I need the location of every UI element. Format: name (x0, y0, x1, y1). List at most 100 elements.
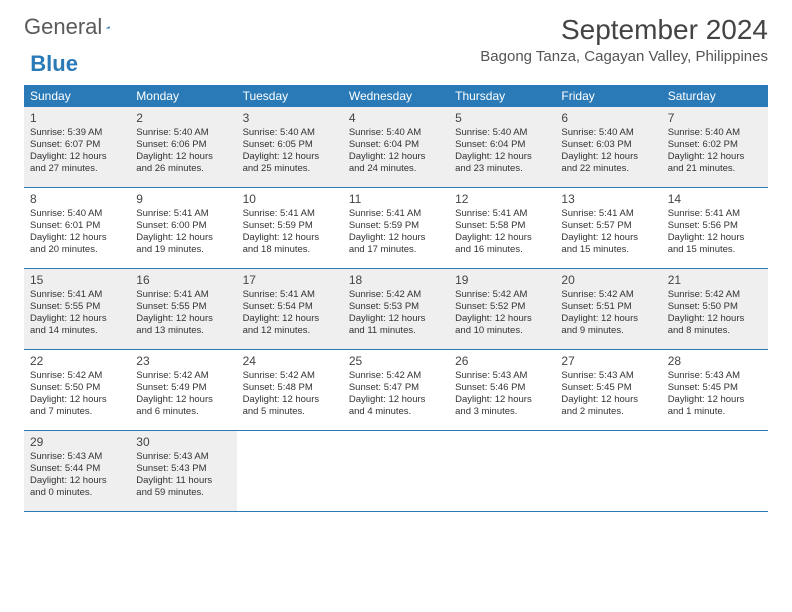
calendar-week: 1Sunrise: 5:39 AMSunset: 6:07 PMDaylight… (24, 107, 768, 188)
calendar-day (662, 431, 768, 511)
day-day1: Daylight: 12 hours (28, 151, 126, 163)
day-day2: and 19 minutes. (134, 244, 232, 256)
calendar-day: 28Sunrise: 5:43 AMSunset: 5:45 PMDayligh… (662, 350, 768, 430)
day-day2: and 20 minutes. (28, 244, 126, 256)
day-sunset: Sunset: 5:50 PM (666, 301, 764, 313)
day-number: 21 (666, 271, 764, 289)
day-day2: and 59 minutes. (134, 487, 232, 499)
day-sunset: Sunset: 5:48 PM (241, 382, 339, 394)
day-day2: and 15 minutes. (666, 244, 764, 256)
day-sunset: Sunset: 6:07 PM (28, 139, 126, 151)
day-number: 1 (28, 109, 126, 127)
day-number: 8 (28, 190, 126, 208)
calendar-day: 27Sunrise: 5:43 AMSunset: 5:45 PMDayligh… (555, 350, 661, 430)
logo-text-blue: Blue (30, 51, 78, 77)
day-number: 13 (559, 190, 657, 208)
day-day1: Daylight: 12 hours (241, 394, 339, 406)
day-header-sat: Saturday (662, 85, 768, 107)
calendar-day: 10Sunrise: 5:41 AMSunset: 5:59 PMDayligh… (237, 188, 343, 268)
day-sunset: Sunset: 5:47 PM (347, 382, 445, 394)
calendar-day: 12Sunrise: 5:41 AMSunset: 5:58 PMDayligh… (449, 188, 555, 268)
day-header-sun: Sunday (24, 85, 130, 107)
day-day1: Daylight: 12 hours (666, 394, 764, 406)
day-sunset: Sunset: 5:57 PM (559, 220, 657, 232)
day-day1: Daylight: 12 hours (347, 151, 445, 163)
day-sunset: Sunset: 5:50 PM (28, 382, 126, 394)
day-sunrise: Sunrise: 5:41 AM (241, 289, 339, 301)
day-day2: and 3 minutes. (453, 406, 551, 418)
calendar-day (343, 431, 449, 511)
day-sunrise: Sunrise: 5:43 AM (28, 451, 126, 463)
day-day1: Daylight: 12 hours (28, 232, 126, 244)
day-number: 19 (453, 271, 551, 289)
day-sunrise: Sunrise: 5:40 AM (241, 127, 339, 139)
day-number: 17 (241, 271, 339, 289)
day-day1: Daylight: 12 hours (559, 232, 657, 244)
day-day2: and 11 minutes. (347, 325, 445, 337)
day-sunrise: Sunrise: 5:39 AM (28, 127, 126, 139)
calendar-week: 22 Sunrise: 5:42 AM Sunset: 5:50 PM Dayligh… (24, 350, 768, 431)
day-number: 14 (666, 190, 764, 208)
logo: General (24, 14, 128, 40)
day-day2: and 21 minutes. (666, 163, 764, 175)
day-sunrise: Sunrise: 5:41 AM (347, 208, 445, 220)
calendar-day: 18Sunrise: 5:42 AMSunset: 5:53 PMDayligh… (343, 269, 449, 349)
day-day2: and 0 minutes. (28, 487, 126, 499)
day-number: 29 (28, 433, 126, 451)
calendar-day: 15Sunrise: 5:41 AMSunset: 5:55 PMDayligh… (24, 269, 130, 349)
day-day1: Daylight: 12 hours (241, 313, 339, 325)
day-day1: Daylight: 12 hours (134, 313, 232, 325)
calendar-day: 30Sunrise: 5:43 AMSunset: 5:43 PMDayligh… (130, 431, 236, 511)
day-sunset: Sunset: 5:59 PM (241, 220, 339, 232)
calendar-day: 11Sunrise: 5:41 AMSunset: 5:59 PMDayligh… (343, 188, 449, 268)
day-day2: and 17 minutes. (347, 244, 445, 256)
day-day1: Daylight: 12 hours (453, 232, 551, 244)
day-number: 22 (28, 352, 126, 370)
day-day2: and 23 minutes. (453, 163, 551, 175)
calendar-header: Sunday Monday Tuesday Wednesday Thursday… (24, 85, 768, 107)
day-day2: and 10 minutes. (453, 325, 551, 337)
day-sunrise: Sunrise: 5:42 AM (559, 289, 657, 301)
day-number: 3 (241, 109, 339, 127)
day-number: 11 (347, 190, 445, 208)
day-number: 4 (347, 109, 445, 127)
day-day1: Daylight: 12 hours (241, 232, 339, 244)
day-day1: Daylight: 12 hours (347, 394, 445, 406)
calendar-day: 6Sunrise: 5:40 AMSunset: 6:03 PMDaylight… (555, 107, 661, 187)
day-sunrise: Sunrise: 5:41 AM (241, 208, 339, 220)
day-sunset: Sunset: 5:56 PM (666, 220, 764, 232)
day-header-wed: Wednesday (343, 85, 449, 107)
day-day2: and 22 minutes. (559, 163, 657, 175)
day-number: 25 (347, 352, 445, 370)
day-day2: and 2 minutes. (559, 406, 657, 418)
day-day1: Daylight: 12 hours (559, 313, 657, 325)
day-sunset: Sunset: 5:55 PM (134, 301, 232, 313)
calendar-body: 1Sunrise: 5:39 AMSunset: 6:07 PMDaylight… (24, 107, 768, 512)
day-number: 26 (453, 352, 551, 370)
day-sunset: Sunset: 6:04 PM (347, 139, 445, 151)
day-number: 7 (666, 109, 764, 127)
day-day1: Daylight: 12 hours (134, 232, 232, 244)
day-sunset: Sunset: 5:44 PM (28, 463, 126, 475)
calendar-day: 14Sunrise: 5:41 AMSunset: 5:56 PMDayligh… (662, 188, 768, 268)
day-day1: Daylight: 12 hours (453, 151, 551, 163)
day-sunrise: Sunrise: 5:42 AM (347, 370, 445, 382)
day-sunrise: Sunrise: 5:40 AM (559, 127, 657, 139)
calendar-day: 8Sunrise: 5:40 AMSunset: 6:01 PMDaylight… (24, 188, 130, 268)
day-day2: and 12 minutes. (241, 325, 339, 337)
calendar-day: 21Sunrise: 5:42 AMSunset: 5:50 PMDayligh… (662, 269, 768, 349)
day-day2: and 14 minutes. (28, 325, 126, 337)
day-day2: and 26 minutes. (134, 163, 232, 175)
calendar-day: 1Sunrise: 5:39 AMSunset: 6:07 PMDaylight… (24, 107, 130, 187)
calendar-day: 19Sunrise: 5:42 AMSunset: 5:52 PMDayligh… (449, 269, 555, 349)
day-sunrise: Sunrise: 5:41 AM (559, 208, 657, 220)
day-number: 24 (241, 352, 339, 370)
calendar-day: 26Sunrise: 5:43 AMSunset: 5:46 PMDayligh… (449, 350, 555, 430)
calendar-day: 25Sunrise: 5:42 AMSunset: 5:47 PMDayligh… (343, 350, 449, 430)
day-number: 27 (559, 352, 657, 370)
day-sunrise: Sunrise: 5:43 AM (134, 451, 232, 463)
calendar-day: 17Sunrise: 5:41 AMSunset: 5:54 PMDayligh… (237, 269, 343, 349)
day-sunrise: Sunrise: 5:42 AM (666, 289, 764, 301)
calendar-day: 24Sunrise: 5:42 AMSunset: 5:48 PMDayligh… (237, 350, 343, 430)
day-sunset: Sunset: 5:52 PM (453, 301, 551, 313)
